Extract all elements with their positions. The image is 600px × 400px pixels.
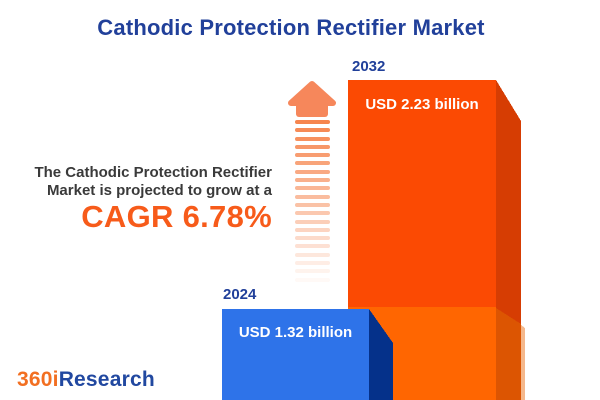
arrow-stripe <box>295 244 330 249</box>
arrow-stripe <box>295 136 330 141</box>
arrow-head-neck <box>296 102 328 117</box>
bar-2032-side-bottom <box>496 308 521 400</box>
bar-2032-year-label: 2032 <box>352 58 386 75</box>
arrow-head-triangle <box>288 81 336 106</box>
arrow-stripes <box>295 120 330 290</box>
arrow-stripe <box>295 277 330 282</box>
arrow-stripe <box>295 161 330 166</box>
bar-2024-side <box>369 309 393 400</box>
arrow-stripe <box>295 227 330 232</box>
arrow-stripe <box>295 211 330 216</box>
arrow-stripe <box>295 186 330 191</box>
arrow-stripe <box>295 261 330 266</box>
arrow-stripe <box>295 219 330 224</box>
arrow-stripe <box>295 202 330 207</box>
description-line1: The Cathodic Protection Rectifier <box>34 164 272 181</box>
logo-prefix: 360i <box>17 368 59 391</box>
arrow-stripe <box>295 178 330 183</box>
bar-2032-front-top <box>348 80 496 307</box>
arrow-stripe <box>295 194 330 199</box>
arrow-stripe <box>295 128 330 133</box>
bar-2032-value-label: USD 2.23 billion <box>365 96 479 113</box>
description-line2: Market is projected to grow at a <box>46 182 272 199</box>
arrow-stripe <box>295 252 330 257</box>
bar-2024-value-label: USD 1.32 billion <box>238 324 353 341</box>
arrow-stripe <box>295 169 330 174</box>
growth-arrow-icon <box>288 81 336 117</box>
bar-2032-edge-highlight <box>521 325 525 400</box>
cagr-text: CAGR 6.78% <box>81 199 272 234</box>
logo: 360iResearch <box>17 368 155 392</box>
page-title: Cathodic Protection Rectifier Market <box>97 15 485 40</box>
arrow-stripe <box>295 269 330 274</box>
bar-2024-front <box>222 309 369 400</box>
bar-2024-year-label: 2024 <box>223 286 257 303</box>
logo-suffix: Research <box>58 368 155 391</box>
arrow-stripe <box>295 236 330 241</box>
arrow-stripe <box>295 153 330 158</box>
description-text: The Cathodic Protection Rectifier Market… <box>30 164 272 200</box>
arrow-stripe <box>295 120 330 124</box>
arrow-stripe <box>295 144 330 149</box>
bar-2032-side-top <box>496 80 521 324</box>
